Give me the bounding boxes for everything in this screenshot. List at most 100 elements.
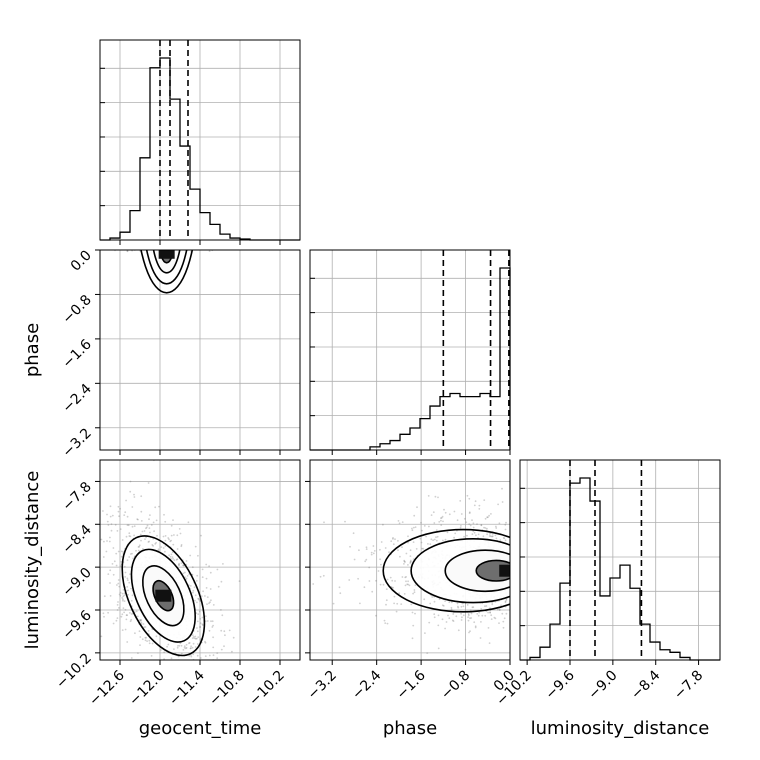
scatter-point <box>223 183 225 185</box>
scatter-point <box>160 546 163 548</box>
scatter-point <box>144 201 146 203</box>
scatter-point <box>464 648 467 651</box>
scatter-point <box>420 541 423 544</box>
scatter-point <box>121 592 124 595</box>
scatter-point <box>170 237 172 239</box>
scatter-point <box>178 241 180 243</box>
scatter-point <box>108 540 111 543</box>
scatter-point <box>171 556 174 558</box>
scatter-point <box>467 613 470 615</box>
scatter-point <box>188 654 191 657</box>
scatter-point <box>173 534 175 536</box>
scatter-point <box>179 217 181 219</box>
scatter-point <box>143 144 145 146</box>
scatter-point <box>386 622 389 625</box>
scatter-point <box>176 232 178 234</box>
scatter-point <box>202 242 204 244</box>
scatter-point <box>112 547 115 549</box>
scatter-point <box>161 165 163 167</box>
scatter-point <box>474 625 477 628</box>
scatter-point <box>151 211 153 213</box>
scatter-point <box>120 615 123 618</box>
scatter-point <box>164 186 166 188</box>
scatter-point <box>179 194 181 196</box>
scatter-point <box>152 157 154 159</box>
scatter-point <box>154 203 156 205</box>
x-tick-label: −2.4 <box>349 667 384 702</box>
scatter-point <box>142 623 145 625</box>
scatter-point <box>183 564 185 567</box>
scatter-point <box>368 566 371 569</box>
scatter-point <box>177 645 179 647</box>
scatter-point <box>151 246 153 248</box>
scatter-point <box>178 210 180 212</box>
scatter-point <box>196 191 198 193</box>
scatter-point <box>93 556 95 558</box>
scatter-point <box>152 184 154 186</box>
scatter-point <box>177 227 179 229</box>
scatter-point <box>176 548 179 550</box>
scatter-point <box>123 600 126 602</box>
scatter-point <box>190 667 192 669</box>
scatter-point <box>155 230 157 232</box>
scatter-point <box>162 172 164 174</box>
scatter-point <box>408 584 411 587</box>
scatter-point <box>119 528 122 530</box>
scatter-point <box>450 601 453 604</box>
scatter-point <box>468 511 471 514</box>
scatter-point <box>414 526 417 528</box>
scatter-point <box>182 228 184 230</box>
scatter-point <box>140 619 143 621</box>
scatter-point <box>157 202 159 204</box>
scatter-point <box>166 645 169 648</box>
scatter-point <box>442 520 444 523</box>
scatter-point <box>114 523 117 526</box>
scatter-point <box>166 190 168 192</box>
scatter-point <box>148 639 151 642</box>
scatter-point <box>485 605 488 607</box>
scatter-point <box>83 223 85 225</box>
scatter-point <box>174 159 176 161</box>
scatter-point <box>407 535 409 538</box>
scatter-point <box>178 644 181 647</box>
scatter-point <box>106 520 109 523</box>
scatter-point <box>488 535 491 537</box>
scatter-point <box>167 189 169 191</box>
scatter-point <box>133 216 135 218</box>
scatter-point <box>208 155 210 157</box>
scatter-point <box>171 222 173 224</box>
scatter-point <box>147 664 149 666</box>
scatter-point <box>179 203 181 205</box>
scatter-point <box>161 245 163 247</box>
scatter-point <box>473 621 476 624</box>
scatter-point <box>195 210 197 212</box>
scatter-point <box>491 603 494 606</box>
scatter-point <box>192 225 194 227</box>
scatter-point <box>178 208 180 210</box>
scatter-point <box>123 187 125 189</box>
scatter-point <box>146 222 148 224</box>
scatter-point <box>423 525 426 527</box>
scatter-point <box>196 654 199 657</box>
scatter-point <box>136 615 139 618</box>
scatter-point <box>113 560 116 563</box>
scatter-point <box>155 242 157 244</box>
scatter-point <box>129 620 132 623</box>
scatter-point <box>184 571 186 574</box>
scatter-point <box>100 538 103 541</box>
scatter-point <box>146 202 148 204</box>
scatter-point <box>130 599 133 602</box>
scatter-point <box>132 557 135 560</box>
scatter-point <box>163 665 165 667</box>
scatter-point <box>175 190 177 192</box>
scatter-point <box>201 576 204 579</box>
scatter-point <box>168 176 170 178</box>
scatter-point <box>118 223 120 225</box>
scatter-point <box>149 514 151 516</box>
scatter-point <box>494 534 497 537</box>
scatter-point <box>379 558 381 561</box>
scatter-point <box>140 235 142 237</box>
scatter-point <box>145 229 147 231</box>
scatter-point <box>173 241 175 243</box>
scatter-point <box>113 182 115 184</box>
